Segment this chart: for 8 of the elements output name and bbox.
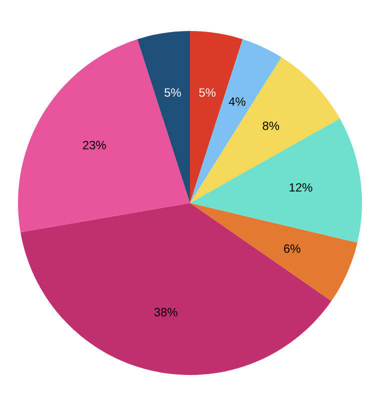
- data-label: 5%: [199, 88, 216, 97]
- data-label: 8%: [262, 122, 280, 130]
- data-label: 5%: [164, 88, 181, 97]
- data-label: 23%: [82, 140, 106, 150]
- data-label: 12%: [290, 183, 312, 192]
- data-label: 6%: [284, 244, 300, 253]
- data-label: 38%: [154, 308, 178, 316]
- data-label: 4%: [228, 97, 246, 106]
